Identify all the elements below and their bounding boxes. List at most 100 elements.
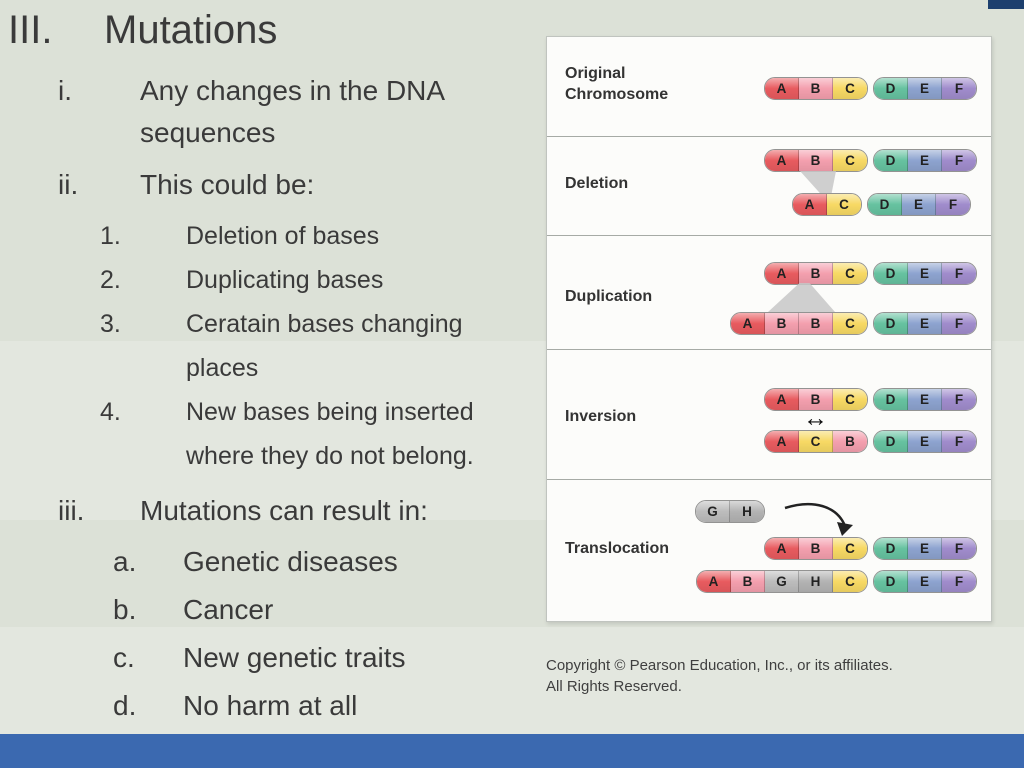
duplication-wedge-icon [768,283,835,312]
outline-item-marker: iii. [58,495,85,526]
title-text: Mutations [104,8,278,52]
chromosome-segment: B [799,313,833,334]
chromosome-segment: A [765,538,799,559]
outline-item-text: Genetic diseases [183,546,398,577]
chromosome-segment: F [942,538,976,559]
chromosome-segment: F [942,313,976,334]
chromosome-segment: A [765,431,799,452]
outline-item-marker: i. [58,75,72,106]
chromosome-segment: C [833,313,867,334]
outline: i. Any changes in the DNA sequences ii. Thi… [0,64,540,730]
chromosome-segment: F [942,431,976,452]
outline-item-text: Mutations can result in: [140,495,428,526]
chromosome-segment: C [827,194,861,215]
chromosome-segment: C [833,78,867,99]
chromosome-segment: E [908,571,942,592]
outline-item: 3. Ceratain bases changing places [100,302,540,390]
bottom-accent-bar [0,734,1024,768]
page-title: III. Mutations [8,8,277,53]
chromosome-segment: F [942,78,976,99]
chromosome-segment: D [874,78,908,99]
outline-item: ii. This could be: [58,164,540,206]
outline-item: b. Cancer [113,586,540,634]
inversion-arrow-icon: ↔ [803,404,828,432]
chromosome-segment: C [833,538,867,559]
outline-item: 2. Duplicating bases [100,258,540,302]
chromosome-segment: D [874,150,908,171]
chromosome-segment: G [696,501,730,522]
chromosome-segment: B [799,263,833,284]
copyright-line-2: All Rights Reserved. [546,678,682,695]
chromosome-segment: F [936,194,970,215]
outline-item-text: New bases being inserted where they do n… [186,398,474,470]
chromosome-segment: D [874,313,908,334]
outline-item-text: Any changes in the DNA sequences [140,75,444,148]
chromosome-segment: B [799,389,833,410]
outline-item-marker: c. [113,642,135,673]
chromosome-segment: C [833,263,867,284]
outline-item-text: Ceratain bases changing places [186,310,463,382]
chromosome-segment: B [765,313,799,334]
chromosome-segment: D [874,571,908,592]
outline-item: iii. Mutations can result in: [58,490,540,532]
chromosome-segment: C [833,571,867,592]
outline-item-marker: d. [113,690,137,721]
outline-item-text: Deletion of bases [186,222,380,250]
outline-item: 1. Deletion of bases [100,214,540,258]
outline-item: d. No harm at all [113,682,540,730]
chromosome-segment: E [908,78,942,99]
chromosome-segment: G [765,571,799,592]
chromosome-segment: F [942,263,976,284]
outline-item-marker: a. [113,546,137,577]
chromosome-segment: B [731,571,765,592]
chromosome-segment: A [765,78,799,99]
translocation-arrow-icon [784,502,853,536]
outline-item-text: New genetic traits [183,642,406,673]
outline-item-text: No harm at all [183,690,358,721]
copyright-line-1: Copyright © Pearson Education, Inc., or … [546,657,893,674]
chromosome-segment: E [908,313,942,334]
outline-item: i. Any changes in the DNA sequences [58,70,540,154]
section-label: Inversion [565,408,637,425]
section-label: Deletion [565,175,629,192]
chromosome-segment: D [874,431,908,452]
deletion-wedge-icon [800,171,836,193]
chromosome-segment: B [799,150,833,171]
chromosome-segment: D [874,538,908,559]
outline-item-marker: ii. [58,169,79,200]
chromosome-segment: A [731,313,765,334]
chromosome-segment: F [942,150,976,171]
chromosome-segment: E [908,538,942,559]
outline-item: a. Genetic diseases [113,538,540,586]
chromosome-segment: C [799,431,833,452]
section-label: Translocation [565,540,670,557]
outline-item-text: This could be: [140,169,315,200]
outline-item-marker: 4. [100,398,121,426]
outline-item-text: Duplicating bases [186,266,384,294]
